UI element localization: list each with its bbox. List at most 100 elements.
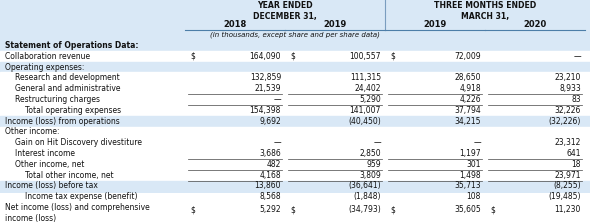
Bar: [0, 202, 590, 217]
Bar: [0, 180, 590, 191]
Text: Interest income: Interest income: [15, 149, 75, 158]
Text: 23,210: 23,210: [555, 73, 581, 82]
Text: 2,850: 2,850: [359, 149, 381, 158]
Text: 3,809: 3,809: [359, 171, 381, 180]
Text: 13,860: 13,860: [254, 181, 281, 190]
Text: 23,971: 23,971: [555, 171, 581, 180]
Text: 108: 108: [467, 192, 481, 201]
Text: 18: 18: [572, 160, 581, 169]
Text: 482: 482: [267, 160, 281, 169]
Text: 34,215: 34,215: [454, 117, 481, 126]
Text: 154,398: 154,398: [250, 106, 281, 115]
Text: $: $: [390, 205, 395, 214]
Text: $: $: [190, 205, 195, 214]
Bar: [0, 137, 590, 148]
Text: Net income (loss) and comprehensive
income (loss): Net income (loss) and comprehensive inco…: [5, 203, 150, 222]
Bar: [0, 19, 590, 30]
Text: 21,539: 21,539: [254, 84, 281, 93]
Text: Other income:: Other income:: [5, 127, 60, 136]
Text: Collaboration revenue: Collaboration revenue: [5, 52, 90, 61]
Text: —: —: [373, 138, 381, 147]
Bar: [0, 116, 590, 127]
Bar: [0, 83, 590, 94]
Text: 2020: 2020: [523, 20, 546, 29]
Text: —: —: [573, 52, 581, 61]
Text: Operating expenses:: Operating expenses:: [5, 63, 84, 71]
Text: 35,713: 35,713: [454, 181, 481, 190]
Text: 4,226: 4,226: [460, 95, 481, 104]
Text: Income (loss) before tax: Income (loss) before tax: [5, 181, 98, 190]
Text: 5,290: 5,290: [359, 95, 381, 104]
Text: (36,641): (36,641): [348, 181, 381, 190]
Text: $: $: [490, 205, 495, 214]
Text: 83: 83: [571, 95, 581, 104]
Text: Restructuring charges: Restructuring charges: [15, 95, 100, 104]
Text: 8,933: 8,933: [559, 84, 581, 93]
Text: 37,794: 37,794: [454, 106, 481, 115]
Bar: [0, 73, 590, 83]
Text: —: —: [473, 138, 481, 147]
Text: General and administrative: General and administrative: [15, 84, 120, 93]
Text: 35,605: 35,605: [454, 205, 481, 214]
Text: $: $: [390, 52, 395, 61]
Text: 132,859: 132,859: [250, 73, 281, 82]
Text: 100,557: 100,557: [349, 52, 381, 61]
Text: 11,230: 11,230: [555, 205, 581, 214]
Text: (34,793): (34,793): [348, 205, 381, 214]
Bar: [0, 51, 590, 62]
Text: $: $: [290, 52, 295, 61]
Bar: [0, 30, 590, 40]
Text: YEAR ENDED
DECEMBER 31,: YEAR ENDED DECEMBER 31,: [253, 1, 317, 21]
Text: 1,498: 1,498: [460, 171, 481, 180]
Text: 301: 301: [467, 160, 481, 169]
Text: 8,568: 8,568: [260, 192, 281, 201]
Text: $: $: [290, 205, 295, 214]
Text: 28,650: 28,650: [454, 73, 481, 82]
Text: Total other income, net: Total other income, net: [25, 171, 114, 180]
Text: Statement of Operations Data:: Statement of Operations Data:: [5, 41, 139, 50]
Bar: [0, 170, 590, 180]
Text: 141,007: 141,007: [350, 106, 381, 115]
Text: —: —: [273, 95, 281, 104]
Bar: [0, 0, 590, 19]
Text: Income (loss) from operations: Income (loss) from operations: [5, 117, 120, 126]
Bar: [0, 159, 590, 170]
Bar: [0, 148, 590, 159]
Text: 2019: 2019: [323, 20, 347, 29]
Bar: [0, 105, 590, 116]
Text: 2018: 2018: [224, 20, 247, 29]
Text: 9,692: 9,692: [259, 117, 281, 126]
Bar: [0, 62, 590, 73]
Text: Gain on Hit Discovery divestiture: Gain on Hit Discovery divestiture: [15, 138, 142, 147]
Text: 5,292: 5,292: [260, 205, 281, 214]
Text: 23,312: 23,312: [555, 138, 581, 147]
Text: Income tax expense (benefit): Income tax expense (benefit): [25, 192, 137, 201]
Text: 1,197: 1,197: [460, 149, 481, 158]
Text: THREE MONTHS ENDED
MARCH 31,: THREE MONTHS ENDED MARCH 31,: [434, 1, 536, 21]
Bar: [0, 94, 590, 105]
Text: $: $: [190, 52, 195, 61]
Bar: [0, 127, 590, 137]
Text: (8,255): (8,255): [553, 181, 581, 190]
Text: (40,450): (40,450): [348, 117, 381, 126]
Text: 2019: 2019: [424, 20, 447, 29]
Text: Other income, net: Other income, net: [15, 160, 84, 169]
Text: (19,485): (19,485): [549, 192, 581, 201]
Text: 641: 641: [566, 149, 581, 158]
Text: (1,848): (1,848): [353, 192, 381, 201]
Text: 3,686: 3,686: [259, 149, 281, 158]
Text: 959: 959: [366, 160, 381, 169]
Text: Total operating expenses: Total operating expenses: [25, 106, 121, 115]
Text: 111,315: 111,315: [350, 73, 381, 82]
Text: (in thousands, except share and per share data): (in thousands, except share and per shar…: [210, 31, 380, 38]
Bar: [0, 191, 590, 202]
Text: (32,226): (32,226): [549, 117, 581, 126]
Text: Research and development: Research and development: [15, 73, 120, 82]
Text: 4,918: 4,918: [460, 84, 481, 93]
Text: 24,402: 24,402: [355, 84, 381, 93]
Text: 4,168: 4,168: [260, 171, 281, 180]
Text: 32,226: 32,226: [555, 106, 581, 115]
Text: 72,009: 72,009: [454, 52, 481, 61]
Text: —: —: [273, 138, 281, 147]
Text: 164,090: 164,090: [250, 52, 281, 61]
